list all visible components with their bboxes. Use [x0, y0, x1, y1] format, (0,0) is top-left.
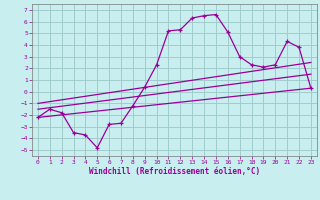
X-axis label: Windchill (Refroidissement éolien,°C): Windchill (Refroidissement éolien,°C) — [89, 167, 260, 176]
